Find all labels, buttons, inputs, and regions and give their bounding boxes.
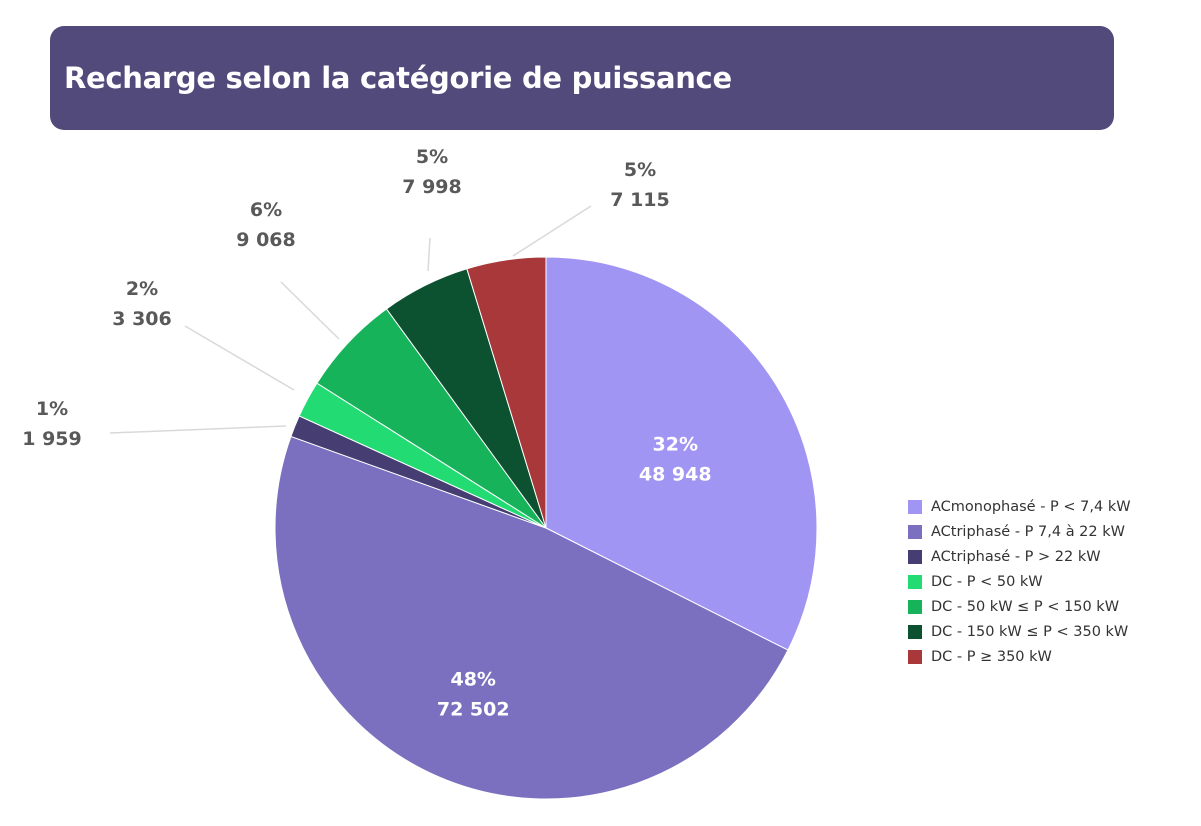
legend-label: DC - 50 kW ≤ P < 150 kW: [931, 598, 1120, 615]
legend-label: ACmonophasé - P < 7,4 kW: [931, 498, 1131, 515]
slice-value-label: 1 959: [22, 428, 82, 450]
pie-slice-2: [274, 435, 789, 800]
pie-slice-7: [466, 256, 547, 529]
chart-legend: ACmonophasé - P < 7,4 kW ACtriphasé - P 7…: [908, 494, 1131, 669]
slice-percent-label: 48%: [450, 668, 495, 690]
legend-swatch: [908, 524, 922, 539]
legend-label: ACtriphasé - P > 22 kW: [931, 548, 1101, 565]
leader-line-6: [427, 237, 431, 272]
slice-value-label: 3 306: [112, 308, 172, 330]
slice-value-label: 9 068: [236, 229, 296, 251]
legend-item: ACtriphasé - P > 22 kW: [908, 544, 1131, 569]
legend-item: ACtriphasé - P 7,4 à 22 kW: [908, 519, 1131, 544]
leader-line-4: [184, 325, 295, 391]
page-title: Recharge selon la catégorie de puissance: [64, 61, 732, 95]
slice-percent-label: 5%: [416, 146, 448, 168]
legend-swatch: [908, 624, 922, 639]
slice-percent-label: 6%: [250, 199, 282, 221]
slice-percent-label: 32%: [653, 433, 698, 455]
title-banner: Recharge selon la catégorie de puissance: [50, 26, 1114, 130]
legend-label: DC - P ≥ 350 kW: [931, 648, 1052, 665]
legend-item: DC - P ≥ 350 kW: [908, 644, 1131, 669]
leader-line-7: [512, 205, 592, 257]
legend-item: DC - 150 kW ≤ P < 350 kW: [908, 619, 1131, 644]
slice-value-label: 7 998: [402, 176, 462, 198]
legend-label: ACtriphasé - P 7,4 à 22 kW: [931, 523, 1125, 540]
slice-value-label: 7 115: [610, 189, 670, 211]
legend-swatch: [908, 549, 922, 564]
slice-percent-label: 1%: [36, 398, 68, 420]
slice-percent-label: 5%: [624, 159, 656, 181]
slice-value-label: 48 948: [639, 463, 712, 485]
legend-swatch: [908, 499, 922, 514]
leader-line-5: [280, 281, 340, 340]
legend-item: DC - P < 50 kW: [908, 569, 1131, 594]
legend-swatch: [908, 599, 922, 614]
legend-item: ACmonophasé - P < 7,4 kW: [908, 494, 1131, 519]
legend-label: DC - 150 kW ≤ P < 350 kW: [931, 623, 1129, 640]
legend-swatch: [908, 574, 922, 589]
legend-swatch: [908, 649, 922, 664]
legend-item: DC - 50 kW ≤ P < 150 kW: [908, 594, 1131, 619]
pie-slice-1: [545, 256, 818, 651]
slice-percent-label: 2%: [126, 278, 158, 300]
slice-value-label: 72 502: [437, 698, 510, 720]
legend-label: DC - P < 50 kW: [931, 573, 1043, 590]
leader-line-3: [109, 425, 287, 434]
